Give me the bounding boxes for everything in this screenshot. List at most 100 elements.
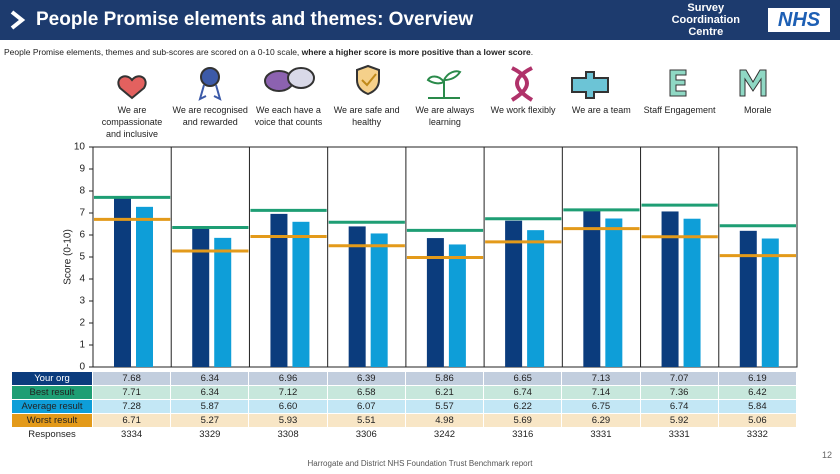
y-tick-label: 1 — [79, 340, 85, 351]
y-tick-label: 10 — [74, 142, 86, 153]
table-value: 3316 — [484, 428, 563, 441]
icon-plant — [426, 70, 462, 99]
y-tick-label: 3 — [79, 296, 85, 307]
icon-dna — [510, 66, 534, 102]
category-label: We work flexibly — [490, 105, 556, 115]
table-value: 6.96 — [249, 372, 328, 385]
bar — [605, 218, 623, 367]
table-value: 5.27 — [171, 414, 250, 427]
category-label: We are recognised and rewarded — [172, 105, 248, 127]
subtitle-text: People Promise elements, themes and sub-… — [4, 47, 302, 57]
row-label: Worst result — [12, 414, 93, 427]
y-tick-label: 4 — [79, 274, 85, 285]
subtitle-bold: where a higher score is more positive th… — [301, 47, 531, 57]
category-label: Morale — [744, 105, 772, 115]
subtitle: People Promise elements, themes and sub-… — [4, 47, 533, 57]
y-tick-label: 2 — [79, 318, 85, 329]
y-tick-label: 9 — [79, 164, 85, 175]
logo-line: Survey — [687, 2, 725, 14]
table-value: 7.71 — [93, 386, 172, 399]
category-label: Staff Engagement — [643, 105, 716, 115]
table-value: 6.34 — [171, 372, 250, 385]
table-value: 7.28 — [93, 400, 172, 413]
category-label: We each have a voice that counts — [254, 105, 323, 127]
bar — [114, 198, 131, 367]
row-label: Best result — [12, 386, 93, 399]
table-value: 6.22 — [484, 400, 563, 413]
category-label: We are a team — [571, 105, 631, 115]
table-value: 6.19 — [718, 372, 797, 385]
row-label: Average result — [12, 400, 93, 413]
bar — [761, 238, 779, 367]
logo-line: Coordination — [671, 14, 740, 26]
table-value: 6.65 — [484, 372, 563, 385]
table-value: 7.36 — [640, 386, 719, 399]
subtitle-text: . — [530, 47, 534, 57]
table-value: 7.14 — [562, 386, 641, 399]
bar — [370, 233, 388, 367]
y-tick-label: 7 — [79, 208, 85, 219]
bar — [348, 226, 366, 367]
icon-check — [361, 73, 377, 87]
y-tick-label: 8 — [79, 186, 85, 197]
table-value: 6.75 — [562, 400, 641, 413]
y-tick-label: 0 — [79, 362, 85, 373]
icon-heart — [117, 75, 147, 100]
category-label: We are always learning — [415, 105, 475, 127]
table-value: 3332 — [719, 428, 797, 441]
bar — [527, 230, 545, 367]
table-value: 7.13 — [562, 372, 641, 385]
bar — [192, 227, 210, 367]
nhs-badge: NHS — [768, 8, 830, 32]
bar — [292, 221, 310, 367]
icon-letter-m — [739, 69, 767, 97]
y-axis-label: Score (0-10) — [63, 229, 74, 285]
table-value: 6.21 — [405, 386, 485, 399]
table-value: 6.34 — [171, 386, 250, 399]
table-value: 5.69 — [484, 414, 563, 427]
table-value: 3331 — [562, 428, 641, 441]
logo-line: Centre — [688, 26, 724, 38]
category-label: We are compassionate and inclusive — [101, 105, 163, 139]
header-icon — [10, 10, 26, 30]
header-bar: People Promise elements and themes: Over… — [0, 0, 840, 40]
logo-text: Survey Coordination Centre — [672, 2, 740, 38]
table-value: 6.74 — [640, 400, 719, 413]
table-value: 6.71 — [93, 414, 172, 427]
table-value: 7.68 — [93, 372, 172, 385]
bar — [739, 230, 757, 367]
bar — [214, 237, 232, 367]
bar — [583, 210, 601, 367]
table-value: 3306 — [328, 428, 406, 441]
table-value: 5.84 — [718, 400, 797, 413]
table-value: 5.86 — [405, 372, 485, 385]
y-tick-label: 5 — [79, 252, 85, 263]
bar — [683, 218, 701, 367]
icon-ribbon — [198, 84, 222, 101]
bar — [426, 238, 444, 367]
row-label: Your org — [12, 372, 93, 385]
table-value: 6.39 — [327, 372, 406, 385]
table-value: 5.57 — [405, 400, 485, 413]
icon-rosette — [200, 67, 220, 87]
category-label: We are safe and healthy — [333, 105, 400, 127]
page-number: 12 — [821, 450, 832, 460]
table-value: 6.29 — [562, 414, 641, 427]
bar — [448, 244, 466, 367]
bar — [270, 213, 288, 367]
table-value: 3331 — [641, 428, 719, 441]
footer: Harrogate and District NHS Foundation Tr… — [307, 459, 533, 468]
table-value: 5.06 — [718, 414, 797, 427]
table-value: 6.58 — [327, 386, 406, 399]
table-value: 6.42 — [718, 386, 797, 399]
slide-title: People Promise elements and themes: Over… — [36, 9, 474, 30]
table-value: 6.60 — [249, 400, 328, 413]
table-value: 6.07 — [327, 400, 406, 413]
table-value: 7.12 — [249, 386, 328, 399]
table-value: 7.07 — [640, 372, 719, 385]
table-value: 6.74 — [484, 386, 563, 399]
table-value: 5.87 — [171, 400, 250, 413]
row-label: Responses — [12, 428, 93, 441]
